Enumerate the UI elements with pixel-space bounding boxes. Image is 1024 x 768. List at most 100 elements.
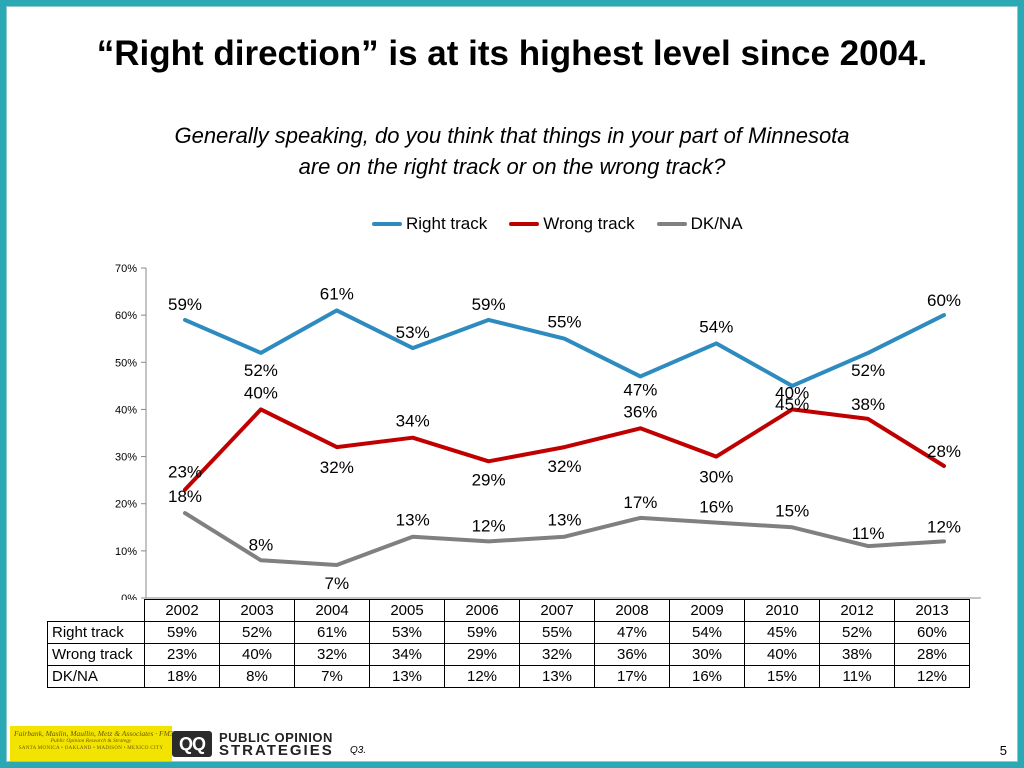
- table-cell: 18%: [144, 665, 220, 688]
- data-label: 59%: [472, 295, 506, 314]
- data-label: 40%: [244, 383, 278, 402]
- table-cell: 28%: [894, 643, 970, 666]
- footer: Fairbank, Maslin, Maullin, Metz & Associ…: [7, 726, 1017, 762]
- legend-swatch: [656, 222, 687, 226]
- y-tick-label: 70%: [115, 263, 137, 275]
- pos-logo-line-2: STRATEGIES: [219, 742, 334, 759]
- table-row: Right track 59% 52% 61% 53% 59% 55% 47% 54% 45% 52…: [47, 621, 970, 644]
- data-label: 38%: [851, 395, 885, 414]
- legend-label: DK/NA: [690, 214, 743, 233]
- table-cell: 29%: [444, 643, 520, 666]
- table-cell: 40%: [744, 643, 820, 666]
- table-column-header: 2009: [669, 599, 745, 622]
- table-row-label: Wrong track: [47, 643, 145, 666]
- data-label: 52%: [244, 361, 278, 380]
- table-cell: 8%: [219, 665, 295, 688]
- data-label: 17%: [623, 493, 657, 512]
- table-cell: 38%: [819, 643, 895, 666]
- question-line-1: Generally speaking, do you think that th…: [174, 123, 850, 148]
- table-cell: 40%: [219, 643, 295, 666]
- table-column-header: 2013: [894, 599, 970, 622]
- table-row: DK/NA 18% 8% 7% 13% 12% 13% 17% 16% 15% 11% 12%: [47, 665, 970, 688]
- table-column-header: 2004: [294, 599, 370, 622]
- table-cell: 12%: [894, 665, 970, 688]
- table-column-header: 2006: [444, 599, 520, 622]
- data-label: 23%: [168, 463, 202, 482]
- data-label: 55%: [547, 313, 581, 332]
- table-column-header: 2003: [219, 599, 295, 622]
- legend-swatch: [509, 222, 540, 226]
- table-cell: 13%: [519, 665, 595, 688]
- y-tick-label: 50%: [115, 357, 137, 369]
- data-label: 18%: [168, 487, 202, 506]
- data-label: 32%: [547, 457, 581, 476]
- data-label: 16%: [699, 498, 733, 517]
- table-column-header: 2008: [594, 599, 670, 622]
- data-label: 47%: [623, 380, 657, 399]
- data-label: 12%: [472, 516, 506, 535]
- legend-item: Right track: [372, 214, 487, 234]
- data-label: 15%: [775, 501, 809, 520]
- series-line-1: [183, 407, 946, 492]
- table-cell: 45%: [744, 621, 820, 644]
- table-cell: 36%: [594, 643, 670, 666]
- table-cell: 47%: [594, 621, 670, 644]
- data-label: 12%: [927, 517, 961, 536]
- data-label: 28%: [927, 442, 961, 461]
- table-cell: 54%: [669, 621, 745, 644]
- fm3-logo-line-2: Public Opinion Research & Strategy: [50, 738, 132, 744]
- legend-label: Wrong track: [543, 214, 635, 233]
- table-cell: 30%: [669, 643, 745, 666]
- y-tick-label: 60%: [115, 310, 137, 322]
- y-tick-label: 30%: [115, 452, 137, 464]
- data-label: 29%: [472, 470, 506, 489]
- data-label: 11%: [852, 524, 885, 543]
- data-label: 54%: [699, 317, 733, 336]
- table-row-label: DK/NA: [47, 665, 145, 688]
- data-label: 45%: [775, 395, 809, 414]
- pos-logo-line-1: PUBLIC OPINION: [219, 730, 333, 745]
- table-column-header: 2010: [744, 599, 820, 622]
- table-cell: 17%: [594, 665, 670, 688]
- data-label: 13%: [396, 511, 430, 530]
- table-cell: 60%: [894, 621, 970, 644]
- data-label: 60%: [927, 291, 961, 310]
- y-tick-label: 10%: [115, 546, 137, 558]
- table-cell: 61%: [294, 621, 370, 644]
- line-chart: 0% 10% 20% 30% 40% 50% 60% 70% 59% 52% 61% 53% 59% 55…: [115, 263, 981, 600]
- fm3-logo-line-3: SANTA MONICA • OAKLAND • MADISON • MEXIC…: [18, 746, 164, 751]
- table-cell: 59%: [144, 621, 220, 644]
- y-tick-label: 20%: [115, 499, 137, 511]
- table-cell: 53%: [369, 621, 445, 644]
- data-table: 2002 2003 2004 2005 2006 2007 2008 2009 2010 2012…: [47, 599, 970, 688]
- legend-swatch: [372, 222, 402, 226]
- table-cell: 7%: [294, 665, 370, 688]
- data-label: 53%: [396, 323, 430, 342]
- slide-title: “Right direction” is at its highest leve…: [96, 34, 928, 73]
- table-row-label: Right track: [47, 621, 145, 644]
- table-corner: [48, 600, 145, 622]
- table-cell: 34%: [369, 643, 445, 666]
- series-line-2: [183, 511, 946, 567]
- slide-number: 5: [999, 743, 1007, 758]
- table-header-row: 2002 2003 2004 2005 2006 2007 2008 2009 2010 2012…: [48, 599, 970, 622]
- data-label: 13%: [547, 511, 581, 530]
- question-line-2: are on the right track or on the wrong t…: [298, 154, 726, 179]
- y-tick-label: 0%: [121, 593, 137, 600]
- chart-legend: Right track Wrong track DK/NA: [372, 213, 765, 235]
- legend-label: Right track: [406, 214, 488, 233]
- table-cell: 59%: [444, 621, 520, 644]
- question-reference: Q3.: [350, 745, 367, 756]
- table-column-header: 2007: [519, 599, 595, 622]
- table-cell: 12%: [444, 665, 520, 688]
- pos-logo-text: PUBLIC OPINION STRATEGIES: [219, 730, 334, 759]
- data-label: 52%: [851, 361, 885, 380]
- fm3-logo: Fairbank, Maslin, Maullin, Metz & Associ…: [10, 726, 174, 761]
- table-cell: 11%: [819, 665, 895, 688]
- y-tick-label: 40%: [115, 404, 137, 416]
- data-label: 8%: [249, 535, 274, 554]
- table-cell: 13%: [369, 665, 445, 688]
- question-text: Generally speaking, do you think that th…: [0, 120, 1024, 182]
- table-cell: 52%: [819, 621, 895, 644]
